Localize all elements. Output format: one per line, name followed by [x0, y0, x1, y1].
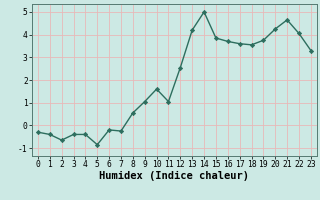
X-axis label: Humidex (Indice chaleur): Humidex (Indice chaleur) — [100, 171, 249, 181]
